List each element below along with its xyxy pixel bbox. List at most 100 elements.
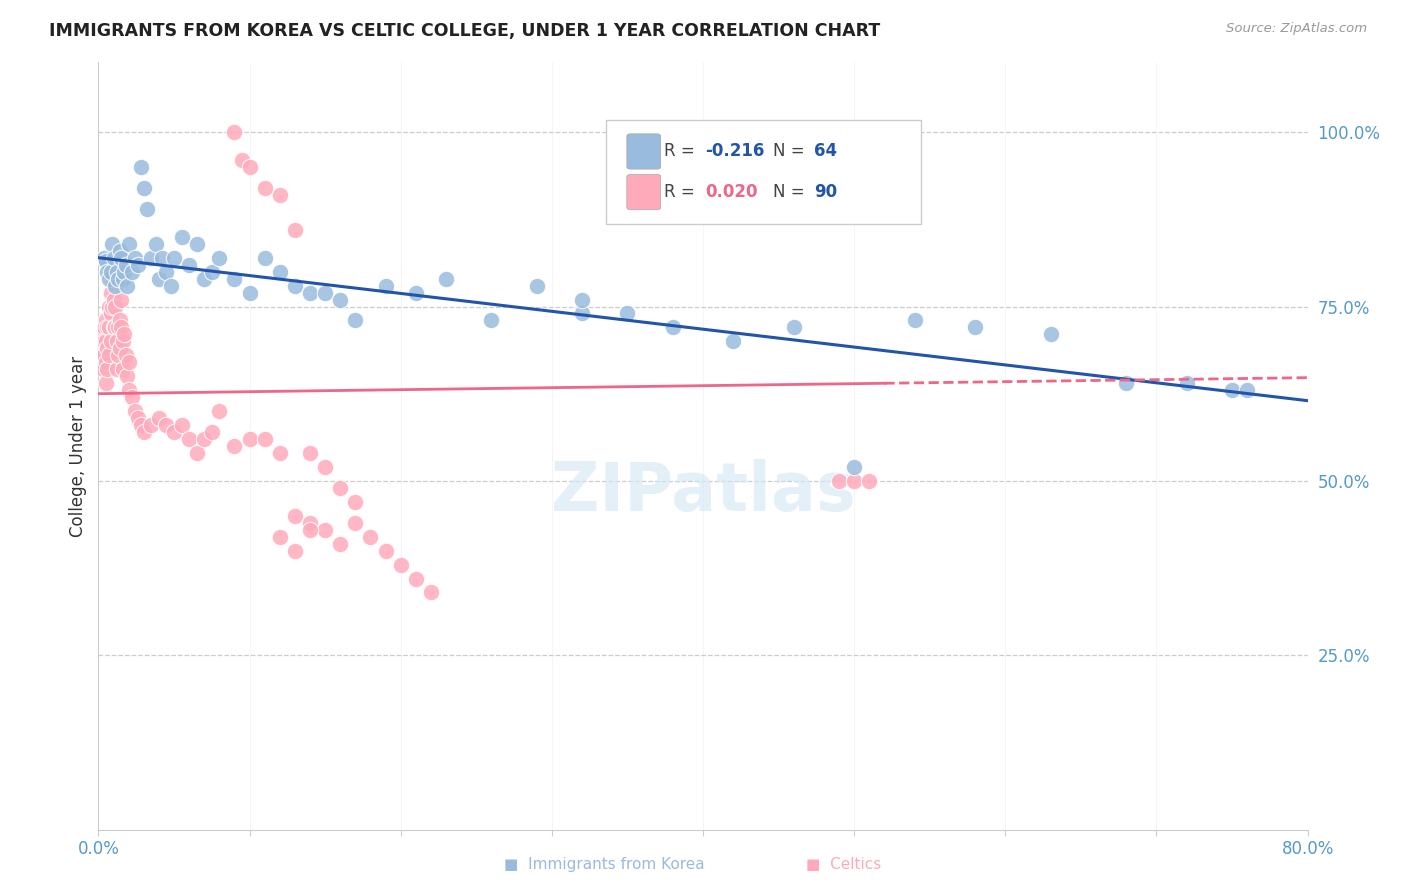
Point [179, 258, 201, 272]
Point [571, 293, 593, 307]
Point [224, 439, 246, 453]
Point [284, 278, 307, 293]
Point [111, 271, 134, 285]
Point [89, 342, 111, 356]
Point [94, 355, 117, 369]
Point [103, 251, 125, 265]
Text: R =: R = [664, 143, 700, 161]
Point [284, 543, 307, 558]
Point [284, 223, 307, 237]
FancyBboxPatch shape [627, 134, 661, 169]
Point [118, 236, 141, 251]
Point [1236, 383, 1258, 397]
Point [105, 265, 128, 279]
Point [103, 293, 125, 307]
Point [314, 285, 336, 300]
Point [96, 265, 118, 279]
Point [108, 342, 131, 356]
Y-axis label: College, Under 1 year: College, Under 1 year [69, 355, 87, 537]
Text: 0.020: 0.020 [706, 183, 758, 201]
Point [374, 543, 396, 558]
Point [1039, 327, 1062, 342]
Point [269, 265, 291, 279]
FancyBboxPatch shape [627, 175, 661, 210]
Point [239, 432, 262, 446]
Point [344, 495, 367, 509]
Point [904, 313, 927, 327]
Point [155, 418, 177, 433]
Point [101, 236, 124, 251]
Point [208, 251, 231, 265]
Point [965, 320, 987, 334]
Point [170, 418, 193, 433]
Point [374, 278, 396, 293]
Point [828, 474, 851, 488]
Point [108, 244, 131, 258]
Text: R =: R = [664, 183, 700, 201]
Point [253, 181, 276, 195]
Point [858, 474, 880, 488]
Point [150, 251, 173, 265]
Point [115, 369, 138, 384]
Point [112, 265, 135, 279]
Point [100, 306, 122, 320]
Point [844, 474, 866, 488]
Point [269, 188, 291, 202]
Text: IMMIGRANTS FROM KOREA VS CELTIC COLLEGE, UNDER 1 YEAR CORRELATION CHART: IMMIGRANTS FROM KOREA VS CELTIC COLLEGE,… [49, 22, 880, 40]
Point [103, 320, 125, 334]
Point [344, 313, 367, 327]
Text: ■  Celtics: ■ Celtics [806, 857, 882, 872]
Point [112, 327, 135, 342]
Point [101, 271, 124, 285]
Point [93, 251, 115, 265]
Point [420, 585, 443, 599]
Point [94, 334, 117, 349]
Text: N =: N = [773, 143, 810, 161]
Text: 64: 64 [814, 143, 838, 161]
Point [284, 508, 307, 523]
Point [124, 404, 146, 418]
Point [90, 348, 112, 362]
Point [132, 181, 155, 195]
Point [163, 251, 186, 265]
Point [132, 425, 155, 439]
Point [231, 153, 253, 167]
Text: 90: 90 [814, 183, 838, 201]
Point [114, 258, 136, 272]
Text: -0.216: -0.216 [706, 143, 765, 161]
Point [571, 306, 593, 320]
Point [93, 348, 115, 362]
Point [111, 362, 134, 376]
Point [98, 271, 121, 285]
Point [405, 572, 427, 586]
Text: ZIPatlas: ZIPatlas [551, 459, 855, 525]
Point [723, 334, 745, 349]
Point [91, 362, 114, 376]
Point [105, 362, 128, 376]
Point [224, 125, 246, 139]
Point [481, 313, 503, 327]
Point [224, 271, 246, 285]
Point [135, 202, 157, 216]
Point [269, 530, 291, 544]
Point [105, 334, 128, 349]
Point [141, 251, 163, 265]
Point [186, 446, 208, 460]
Point [186, 236, 208, 251]
Point [91, 327, 114, 342]
Point [253, 432, 276, 446]
Point [201, 265, 224, 279]
Point [121, 390, 143, 404]
Point [299, 446, 322, 460]
Point [124, 251, 146, 265]
Point [98, 348, 121, 362]
Point [94, 376, 117, 391]
Point [98, 300, 121, 314]
Point [239, 160, 262, 174]
Point [129, 418, 152, 433]
Point [103, 265, 125, 279]
Point [104, 300, 127, 314]
Point [329, 481, 352, 495]
Point [1220, 383, 1243, 397]
Point [114, 348, 136, 362]
